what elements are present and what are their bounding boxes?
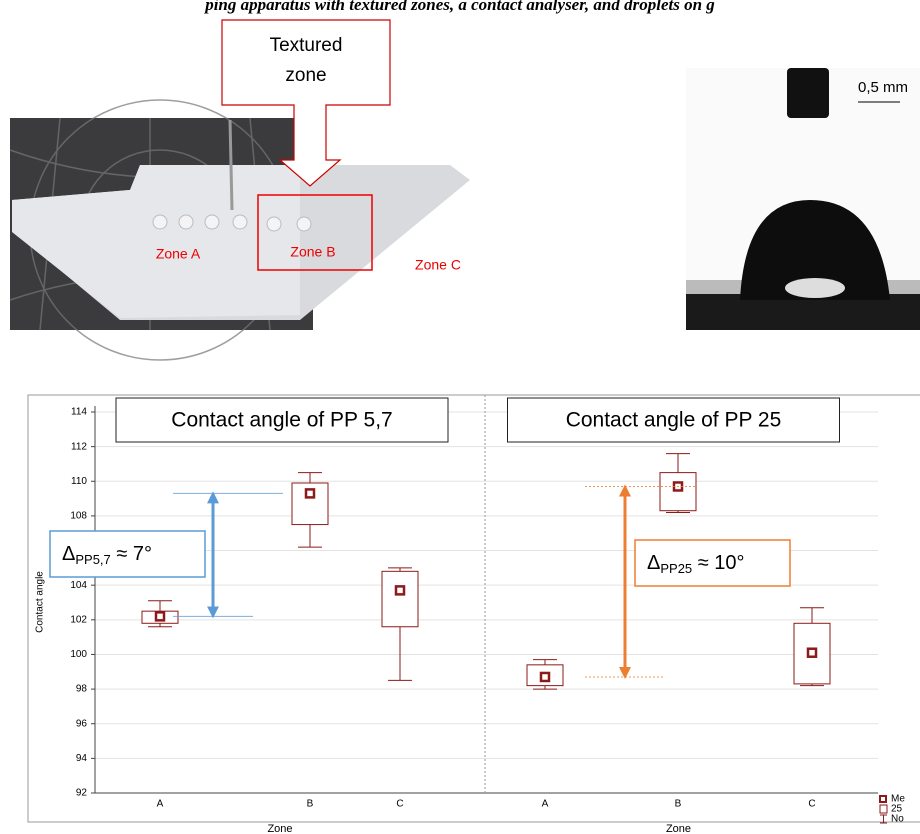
y-tick-label: 100 <box>70 649 87 660</box>
y-tick-label: 102 <box>70 614 87 625</box>
y-tick-label: 114 <box>71 407 87 418</box>
delta-symbol: Δ <box>647 552 660 574</box>
mean-marker <box>154 611 166 622</box>
y-tick-label: 94 <box>76 753 88 764</box>
scale-label: 10 mm <box>430 128 479 145</box>
mean-marker <box>806 647 818 658</box>
legend-label: Me <box>891 794 905 805</box>
x-tick-label: C <box>808 799 815 810</box>
delta-label: ΔPP5,7 ≈ 7° <box>62 543 152 567</box>
x-tick-label: A <box>542 799 549 810</box>
legend-label: No <box>891 814 904 825</box>
delta-symbol: Δ <box>62 543 75 565</box>
x-axis-label: Zone <box>666 823 691 834</box>
box <box>381 570 419 628</box>
x-tick-label: B <box>675 799 682 810</box>
y-tick-label: 98 <box>76 684 88 695</box>
legend-swatch <box>879 804 888 814</box>
zone-label: Zone C <box>415 257 461 273</box>
y-axis-label: Contact angle <box>35 571 46 633</box>
mean-marker <box>394 585 406 596</box>
delta-box <box>49 530 206 578</box>
x-tick-label: B <box>307 799 314 810</box>
callout: Textured zone <box>221 19 391 187</box>
y-tick-label: 112 <box>71 441 87 452</box>
panel-title: Contact angle of PP 5,7 <box>171 409 392 432</box>
callout-text: Textured <box>270 35 343 56</box>
mean-marker <box>304 488 316 499</box>
mean-marker <box>539 671 551 683</box>
panel-title: Contact angle of PP 25 <box>566 409 782 432</box>
delta-rest: ≈ 10° <box>692 552 744 574</box>
title-box <box>507 397 840 443</box>
legend-swatch <box>879 795 887 803</box>
y-tick-label: 104 <box>70 580 87 591</box>
delta-box <box>634 539 791 587</box>
x-tick-label: C <box>396 799 403 810</box>
zone-label: Zone A <box>156 246 201 262</box>
chart-frame <box>27 394 920 823</box>
legend-swatch <box>880 814 887 824</box>
photo-left: 10 mm Zone A Zone B Zone C <box>9 99 498 361</box>
delta-sub: PP25 <box>660 561 692 576</box>
zone-label: Zone B <box>290 244 335 260</box>
delta-sub: PP5,7 <box>75 552 110 567</box>
y-tick-label: 110 <box>71 476 87 487</box>
caption: ping apparatus with textured zones, a co… <box>203 0 715 14</box>
y-tick-label: 108 <box>70 511 87 522</box>
legend-label: 25 <box>891 804 903 815</box>
x-tick-label: A <box>157 799 164 810</box>
scale-label: 0,5 mm <box>858 79 908 96</box>
photo-right: 0,5 mm <box>686 68 920 330</box>
callout-text: zone <box>285 65 326 86</box>
y-tick-label: 96 <box>76 718 88 729</box>
delta-label: ΔPP25 ≈ 10° <box>647 552 745 576</box>
delta-rest: ≈ 7° <box>111 543 152 565</box>
y-tick-label: 92 <box>76 788 88 799</box>
x-axis-label: Zone <box>267 823 292 834</box>
title-box <box>115 397 449 443</box>
